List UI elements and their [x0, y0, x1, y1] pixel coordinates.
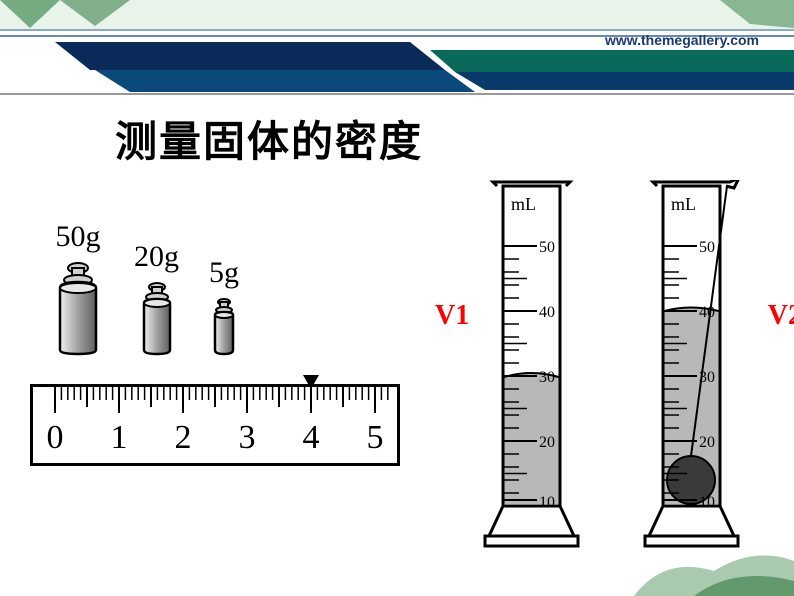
svg-text:40: 40 — [539, 304, 555, 321]
ruler-scale: 0 1 2 3 4 5 — [30, 384, 400, 466]
svg-text:50: 50 — [539, 239, 555, 256]
weight-50g: 50g — [50, 220, 106, 356]
weight-icon — [50, 260, 106, 356]
cylinder-unit: mL — [511, 194, 536, 214]
header-url: www.themegallery.com — [605, 32, 759, 48]
weight-label: 50g — [56, 220, 101, 254]
svg-text:30: 30 — [539, 369, 555, 386]
cylinder-label: V2 — [768, 300, 794, 332]
svg-text:50: 50 — [699, 239, 715, 256]
cylinder-icon: mL 50 40 30 20 10 — [479, 180, 584, 560]
cylinder-unit: mL — [671, 194, 696, 214]
weight-label: 5g — [209, 256, 239, 290]
cylinder-icon: mL 50 40 30 20 10 — [639, 180, 754, 560]
weight-icon — [207, 296, 241, 356]
footer-decorative-corner — [594, 536, 794, 596]
svg-text:20: 20 — [539, 434, 555, 451]
ruler-number: 3 — [239, 419, 256, 457]
ruler-pointer-icon — [301, 373, 321, 391]
ruler-number: 0 — [47, 419, 64, 457]
weight-5g: 5g — [207, 256, 241, 356]
cylinder-v2: V2 mL 50 40 30 20 10 — [639, 180, 754, 565]
svg-text:30: 30 — [699, 369, 715, 386]
svg-text:10: 10 — [699, 494, 715, 511]
ruler-number: 2 — [175, 419, 192, 457]
weight-20g: 20g — [134, 240, 179, 356]
svg-text:40: 40 — [699, 304, 715, 321]
svg-text:10: 10 — [539, 494, 555, 511]
weight-label: 20g — [134, 240, 179, 274]
weights-row: 50g 20g 5g — [50, 220, 410, 356]
volume-measurement-panel: V1 mL 50 40 30 20 10 — [479, 180, 754, 565]
cylinder-label: V1 — [435, 300, 469, 332]
ruler-number: 5 — [367, 419, 384, 457]
ruler-number: 4 — [303, 419, 320, 457]
ruler-number: 1 — [111, 419, 128, 457]
svg-text:20: 20 — [699, 434, 715, 451]
page-title: 测量固体的密度 — [115, 108, 423, 169]
ruler-ticks — [33, 387, 397, 463]
weight-icon — [135, 280, 179, 356]
mass-measurement-panel: 50g 20g 5g — [30, 220, 410, 466]
cylinder-v1: V1 mL 50 40 30 20 10 — [479, 180, 584, 565]
